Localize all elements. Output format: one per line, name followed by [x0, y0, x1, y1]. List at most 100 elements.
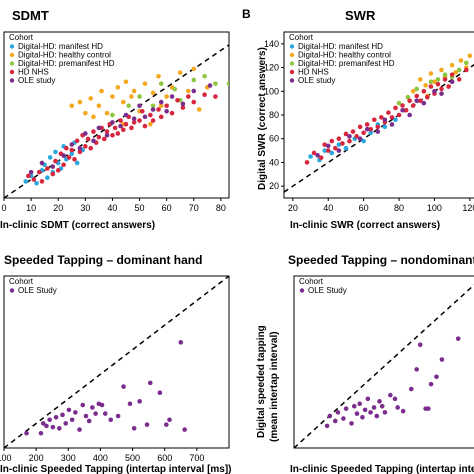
data-point: [357, 124, 363, 130]
data-point: [332, 418, 338, 424]
data-point: [329, 150, 335, 156]
data-point: [364, 126, 370, 132]
data-point: [50, 424, 56, 430]
data-point: [85, 136, 91, 142]
data-point: [371, 117, 377, 123]
data-point: [375, 129, 381, 134]
data-point: [91, 138, 96, 144]
legend-entry: HD NHS: [298, 68, 329, 77]
x-tick-label: 200: [29, 453, 44, 463]
data-point: [47, 155, 53, 160]
data-point: [336, 136, 342, 142]
data-point: [350, 129, 356, 134]
data-point: [335, 410, 341, 415]
data-point: [131, 88, 137, 94]
data-point: [90, 405, 95, 410]
data-point: [336, 142, 342, 147]
data-point: [360, 414, 365, 420]
data-point: [417, 77, 423, 82]
data-point: [77, 149, 83, 155]
legend-marker: [289, 61, 295, 66]
data-point: [69, 103, 75, 109]
data-point: [379, 115, 384, 120]
data-point: [375, 124, 381, 130]
data-point: [88, 96, 94, 101]
data-point: [148, 121, 153, 127]
data-point: [456, 67, 462, 73]
data-point: [137, 118, 142, 123]
plot-area: [4, 276, 229, 448]
data-point: [464, 60, 469, 66]
data-point: [102, 411, 108, 416]
data-point: [69, 417, 75, 423]
legend-entry: Digital-HD: premanifest HD: [18, 59, 115, 68]
data-point: [374, 413, 380, 419]
data-point: [393, 105, 398, 111]
data-point: [329, 138, 335, 144]
data-point: [368, 130, 374, 136]
panel-tapping-dominant: Speeded Tapping – dominant hand In-clini…: [0, 253, 232, 474]
data-point: [428, 71, 434, 76]
legend-entry: Digital-HD: manifest HD: [18, 42, 103, 51]
panel-title: SDMT: [12, 8, 49, 23]
data-point: [389, 122, 395, 127]
data-point: [47, 417, 52, 423]
data-point: [414, 98, 420, 104]
legend-marker: [289, 52, 295, 58]
data-point: [110, 120, 115, 125]
data-point: [308, 154, 313, 159]
data-point: [158, 103, 164, 109]
data-point: [417, 342, 423, 348]
data-point: [421, 100, 427, 106]
data-point: [55, 168, 61, 173]
data-point: [464, 67, 469, 73]
legend-title: Cohort: [289, 33, 314, 42]
data-point: [175, 97, 180, 103]
data-point: [110, 94, 115, 99]
x-tick-label: 700: [189, 453, 204, 463]
data-point: [53, 149, 58, 155]
legend-marker: [289, 44, 295, 49]
data-point: [112, 125, 118, 131]
data-point: [336, 148, 342, 153]
identity-line: [294, 284, 474, 448]
data-point: [83, 110, 88, 116]
x-tick-label: 80: [394, 203, 404, 213]
data-point: [186, 88, 191, 94]
plot-area: [4, 44, 229, 198]
data-point: [104, 129, 110, 134]
data-point: [364, 122, 370, 127]
data-point: [99, 88, 104, 94]
y-tick-label: 100: [264, 86, 279, 96]
data-point: [63, 421, 69, 426]
data-point: [88, 145, 94, 151]
x-tick-label: 80: [216, 203, 226, 213]
data-point: [324, 423, 330, 429]
data-point: [60, 412, 65, 418]
data-point: [446, 84, 451, 89]
data-point: [158, 114, 164, 120]
data-point: [361, 138, 366, 144]
data-point: [66, 407, 72, 413]
data-point: [439, 67, 444, 73]
y-axis-label-line-1: Digital speeded tapping: [256, 325, 267, 438]
data-point: [343, 145, 349, 151]
legend-entry: OLE study: [18, 76, 55, 85]
y-tick-label: 20: [269, 181, 279, 191]
data-point: [108, 417, 114, 423]
data-point: [150, 107, 156, 112]
data-point: [351, 403, 357, 409]
data-point: [137, 399, 142, 404]
panel-title: SWR: [345, 8, 376, 23]
data-point: [96, 125, 102, 131]
data-point: [93, 411, 98, 416]
legend-marker: [9, 78, 15, 83]
data-point: [400, 107, 405, 113]
data-point: [102, 136, 107, 142]
legend-marker: [289, 69, 295, 75]
data-point: [167, 417, 172, 423]
x-tick-label: 50: [135, 203, 145, 213]
y-tick-label: 120: [264, 63, 279, 73]
x-tick-label: 30: [80, 203, 90, 213]
